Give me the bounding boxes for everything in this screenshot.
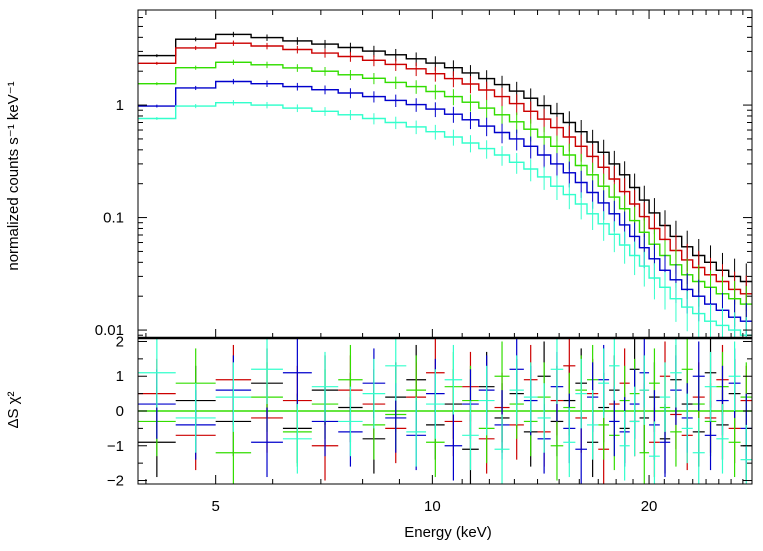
bottom-y-tick-label: 2 [116, 333, 124, 350]
top-y-axis-title: normalized counts s⁻¹ keV⁻¹ [5, 81, 22, 270]
model-line-red [138, 42, 752, 295]
model-line-green [138, 61, 752, 305]
top-y-tick-label: 0.1 [103, 210, 124, 227]
model-line-cyan [138, 102, 752, 336]
top-y-tick-label: 1 [116, 97, 124, 114]
x-axis-title: Energy (keV) [404, 524, 492, 541]
x-tick-label: 5 [212, 498, 220, 515]
x-tick-label: 10 [424, 498, 441, 515]
bottom-y-tick-label: 0 [116, 403, 124, 420]
top-y-tick-label: 0.01 [95, 322, 124, 339]
spectrum-panel [138, 31, 752, 338]
residual-panel [138, 338, 752, 484]
axes [137, 9, 753, 485]
bottom-y-tick-label: −1 [107, 438, 124, 455]
bottom-y-tick-label: −2 [107, 473, 124, 490]
x-tick-label: 20 [641, 498, 658, 515]
model-line-black [138, 33, 752, 283]
bottom-y-axis-title: ΔS χ² [5, 391, 22, 428]
bottom-y-tick-label: 1 [116, 368, 124, 385]
model-line-blue [138, 80, 752, 322]
